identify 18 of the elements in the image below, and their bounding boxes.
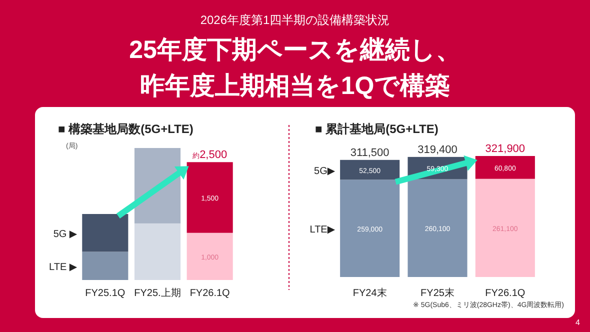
total-label: 319,400 (418, 144, 458, 156)
text: 25年度下期ペースを継続し、昨年度上期相当を1Qで構築 (129, 36, 461, 100)
total-label: 311,500 (350, 146, 390, 159)
total-label: 321,900 (485, 143, 526, 155)
text: 4 (576, 318, 581, 327)
x-tick-label: FY25.上期 (134, 287, 181, 299)
x-tick-label: FY25末 (420, 287, 454, 299)
text: 2026年度第1四半期の設備構築状況 (200, 13, 390, 27)
x-tick-label: FY26.1Q (190, 288, 230, 299)
chart-title: ■ 累計基地局(5G+LTE) (315, 122, 438, 136)
series-label: 5G▶ (314, 166, 336, 177)
x-tick-label: FY25.1Q (85, 288, 126, 299)
series-label: 5G ▶ (53, 228, 78, 240)
chart-title: ■ 構築基地局数(5G+LTE) (58, 122, 194, 136)
series-label: LTE▶ (310, 224, 336, 236)
series-label: LTE ▶ (49, 262, 78, 273)
x-tick-label: FY24末 (352, 287, 387, 299)
x-tick-label: FY26.1Q (485, 288, 526, 299)
